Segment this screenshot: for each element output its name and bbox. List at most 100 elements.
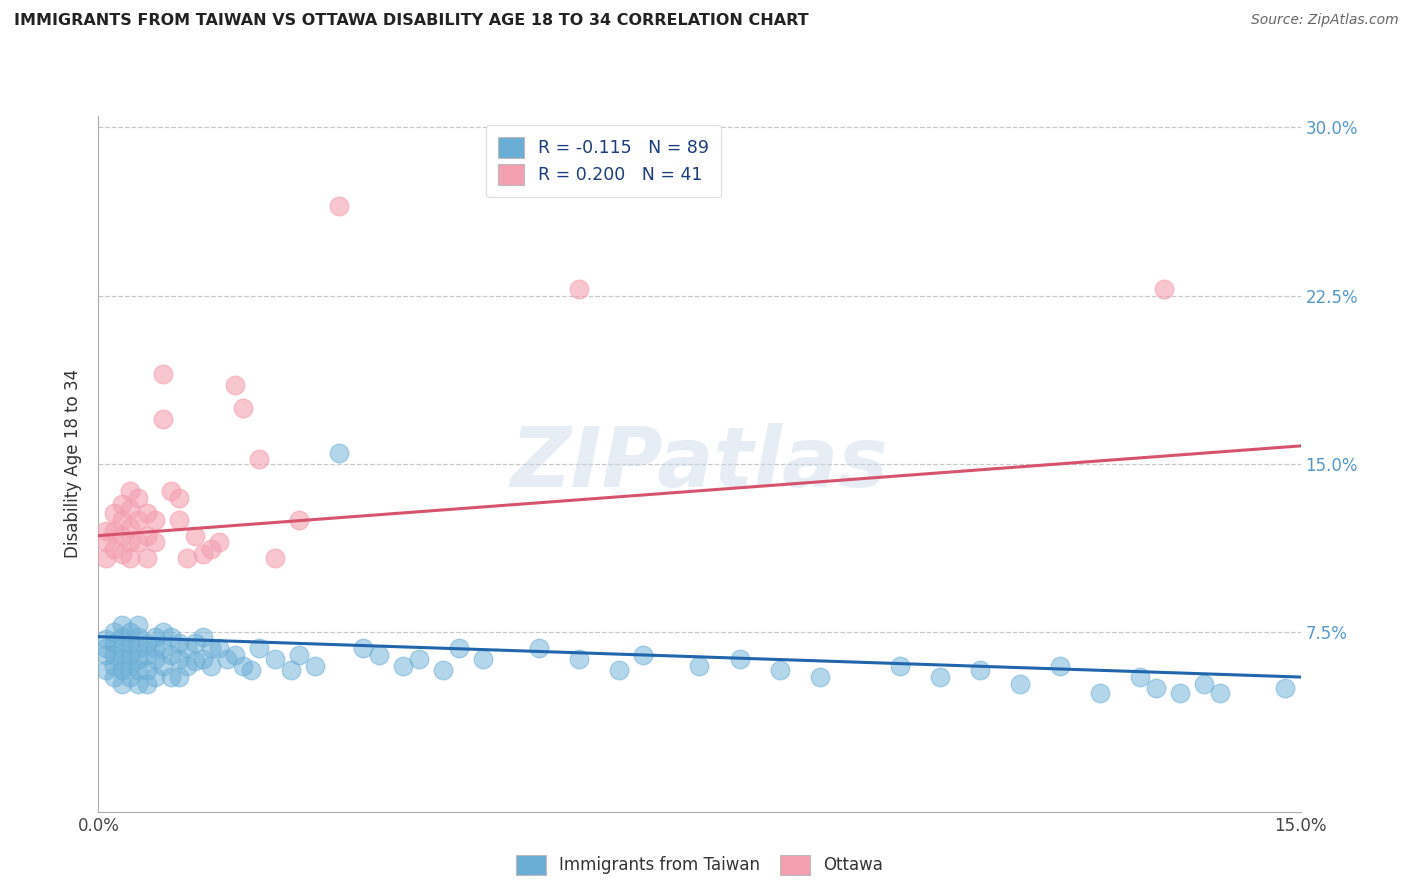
Point [263, 551, 285, 566]
Point [103, 506, 125, 520]
Point [152, 640, 174, 655]
Point [191, 652, 214, 666]
Point [120, 670, 142, 684]
Text: IMMIGRANTS FROM TAIWAN VS OTTAWA DISABILITY AGE 18 TO 34 CORRELATION CHART: IMMIGRANTS FROM TAIWAN VS OTTAWA DISABIL… [14, 13, 808, 29]
Point [208, 640, 231, 655]
Point [143, 535, 166, 549]
Point [167, 491, 190, 505]
Point [304, 658, 326, 673]
Text: ZIPatlas: ZIPatlas [510, 424, 889, 504]
Point [568, 282, 591, 296]
Point [103, 524, 125, 538]
Point [128, 652, 150, 666]
Point [111, 547, 134, 561]
Point [152, 412, 174, 426]
Point [120, 483, 142, 498]
Point [103, 542, 125, 557]
Point [368, 648, 391, 662]
Point [728, 652, 751, 666]
Point [1170, 686, 1192, 700]
Point [1129, 670, 1152, 684]
Point [143, 670, 166, 684]
Point [111, 663, 134, 677]
Point [1274, 681, 1296, 696]
Point [143, 652, 166, 666]
Point [689, 658, 711, 673]
Point [152, 625, 174, 640]
Point [215, 652, 238, 666]
Point [120, 648, 142, 662]
Point [103, 625, 125, 640]
Point [96, 632, 118, 646]
Point [247, 640, 270, 655]
Point [96, 663, 118, 677]
Point [191, 547, 214, 561]
Point [111, 630, 134, 644]
Point [328, 199, 350, 213]
Point [432, 663, 454, 677]
Point [135, 663, 157, 677]
Point [159, 630, 181, 644]
Point [135, 529, 157, 543]
Point [111, 497, 134, 511]
Point [120, 625, 142, 640]
Point [159, 648, 181, 662]
Point [120, 551, 142, 566]
Point [96, 551, 118, 566]
Point [263, 652, 285, 666]
Point [167, 670, 190, 684]
Point [111, 677, 134, 691]
Point [889, 658, 911, 673]
Point [472, 652, 495, 666]
Point [111, 618, 134, 632]
Point [111, 640, 134, 655]
Point [120, 501, 142, 516]
Point [769, 663, 792, 677]
Point [200, 542, 222, 557]
Point [208, 535, 231, 549]
Point [1010, 677, 1032, 691]
Point [200, 658, 222, 673]
Point [120, 535, 142, 549]
Point [1088, 686, 1111, 700]
Point [633, 648, 655, 662]
Point [128, 640, 150, 655]
Point [96, 640, 118, 655]
Point [1194, 677, 1216, 691]
Point [176, 658, 198, 673]
Point [96, 535, 118, 549]
Point [1144, 681, 1167, 696]
Point [103, 636, 125, 650]
Point [247, 452, 270, 467]
Point [167, 513, 190, 527]
Point [280, 663, 302, 677]
Text: Source: ZipAtlas.com: Source: ZipAtlas.com [1251, 13, 1399, 28]
Point [128, 677, 150, 691]
Point [1049, 658, 1071, 673]
Point [96, 524, 118, 538]
Point [96, 648, 118, 662]
Point [103, 658, 125, 673]
Point [176, 551, 198, 566]
Point [288, 513, 311, 527]
Point [408, 652, 430, 666]
Point [200, 640, 222, 655]
Point [135, 636, 157, 650]
Point [135, 648, 157, 662]
Point [111, 652, 134, 666]
Point [328, 445, 350, 459]
Point [143, 513, 166, 527]
Point [232, 401, 254, 415]
Point [167, 652, 190, 666]
Point [352, 640, 374, 655]
Point [568, 652, 591, 666]
Point [183, 529, 205, 543]
Point [128, 618, 150, 632]
Point [135, 551, 157, 566]
Point [288, 648, 311, 662]
Point [1153, 282, 1175, 296]
Point [128, 491, 150, 505]
Point [143, 640, 166, 655]
Point [176, 640, 198, 655]
Point [152, 658, 174, 673]
